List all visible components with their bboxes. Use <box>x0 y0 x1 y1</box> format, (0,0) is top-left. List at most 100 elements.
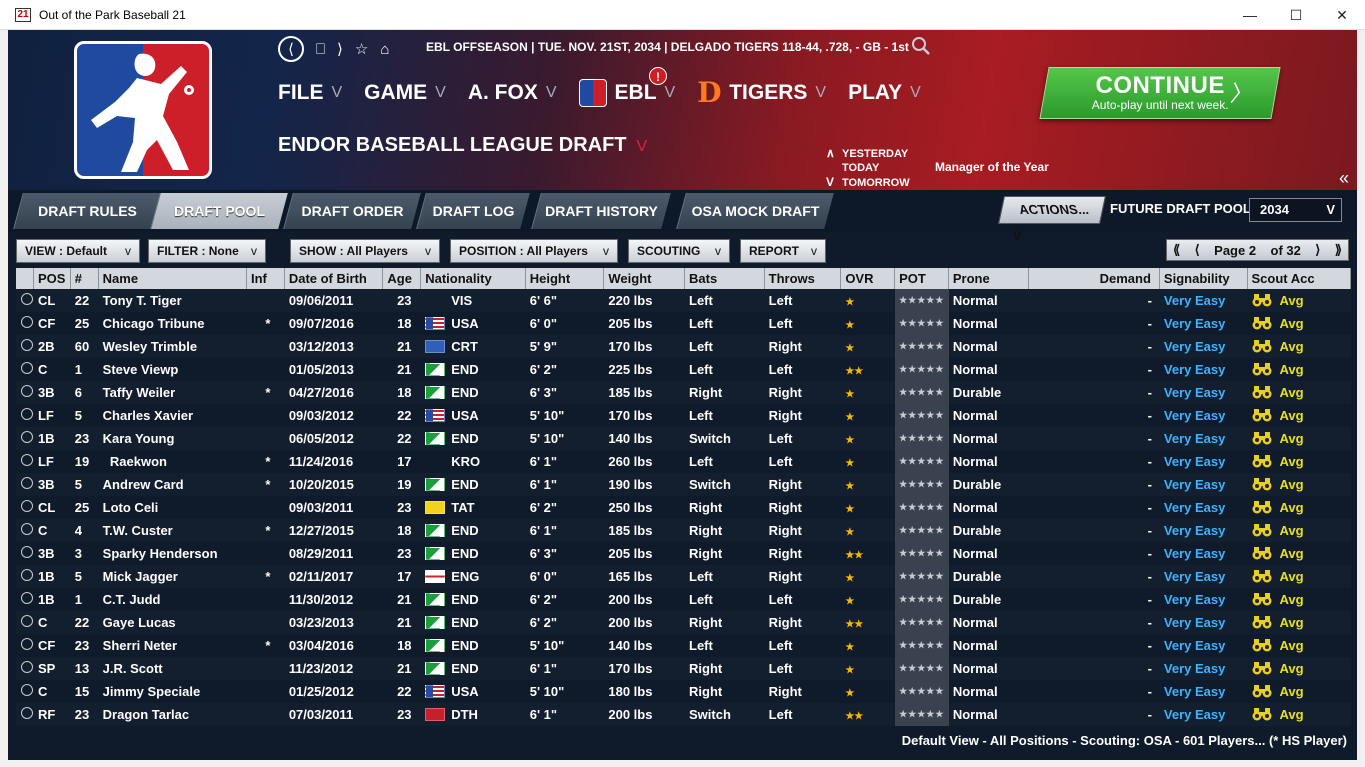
row-radio[interactable] <box>16 339 34 354</box>
row-radio[interactable] <box>16 477 34 492</box>
column-header-pos[interactable]: POS <box>34 268 71 289</box>
column-header-signability[interactable]: Signability <box>1160 268 1248 289</box>
row-radio[interactable] <box>16 684 34 699</box>
column-header--[interactable]: # <box>71 268 99 289</box>
cell-name[interactable]: Raekwon <box>102 454 167 469</box>
row-radio[interactable] <box>16 707 34 722</box>
row-radio[interactable] <box>16 546 34 561</box>
back-button[interactable]: ⟨ <box>278 36 304 62</box>
table-row[interactable]: LF 19 Raekwon * 11/24/2016 17 KRO 6' 1" 260 lbs… <box>16 450 1351 473</box>
binoculars-icon[interactable] <box>1252 569 1272 583</box>
table-row[interactable]: 2B 60 Wesley Trimble 03/12/2013 21 CRT 5' 9" 17… <box>16 335 1351 358</box>
binoculars-icon[interactable] <box>1252 431 1272 445</box>
menu-league[interactable]: EBL V <box>578 79 675 107</box>
cell-name[interactable]: C.T. Judd <box>102 592 161 607</box>
binoculars-icon[interactable] <box>1252 684 1272 698</box>
league-logo[interactable] <box>74 41 212 179</box>
view-dropdown[interactable]: VIEW : Default v <box>16 239 140 263</box>
first-page-button[interactable]: ⟪ <box>1173 242 1181 257</box>
cell-name[interactable]: Kara Young <box>102 431 175 446</box>
prev-page-button[interactable]: ⟨ <box>1194 242 1200 257</box>
cell-name[interactable]: Andrew Card <box>102 477 184 492</box>
future-draft-pool-select[interactable]: 2034 V <box>1249 198 1342 222</box>
binoculars-icon[interactable] <box>1252 638 1272 652</box>
tomorrow-button[interactable]: V TOMORROW <box>826 175 910 189</box>
today-button[interactable]: TODAY <box>842 162 880 174</box>
row-radio[interactable] <box>16 569 34 584</box>
binoculars-icon[interactable] <box>1252 661 1272 675</box>
cell-name[interactable]: Charles Xavier <box>102 408 194 423</box>
report-dropdown[interactable]: REPORT v <box>740 239 826 263</box>
binoculars-icon[interactable] <box>1252 339 1272 353</box>
column-header-demand[interactable]: Demand <box>1029 268 1160 289</box>
tab-draft-pool[interactable]: DRAFT POOL <box>150 193 288 229</box>
menu-play[interactable]: PLAY V <box>848 81 921 104</box>
position-dropdown[interactable]: POSITION : All Players v <box>450 239 618 263</box>
column-header-throws[interactable]: Throws <box>765 268 842 289</box>
column-header-scout-acc[interactable]: Scout Acc <box>1248 268 1352 289</box>
binoculars-icon[interactable] <box>1252 707 1272 721</box>
binoculars-icon[interactable] <box>1252 546 1272 560</box>
cell-name[interactable]: J.R. Scott <box>102 661 163 676</box>
page-title[interactable]: ENDOR BASEBALL LEAGUE DRAFT V <box>278 134 648 156</box>
table-row[interactable]: RF 23 Dragon Tarlac 07/03/2011 23 DTH 6' 1" 200… <box>16 703 1351 726</box>
table-row[interactable]: CF 23 Sherri Neter * 03/04/2016 18 END 5' 10" 14… <box>16 634 1351 657</box>
star-icon[interactable]: ☆ <box>354 41 369 58</box>
next-page-button[interactable]: ⟩ <box>1315 242 1321 257</box>
cell-name[interactable]: Taffy Weiler <box>102 385 176 400</box>
column-header-name[interactable]: Name <box>99 268 247 289</box>
row-radio[interactable] <box>16 592 34 607</box>
row-radio[interactable] <box>16 362 34 377</box>
column-header-age[interactable]: Age <box>383 268 422 289</box>
row-radio[interactable] <box>16 431 34 446</box>
column-header-pot[interactable]: POT <box>895 268 949 289</box>
continue-button[interactable]: CONTINUE Auto-play until next week. 〉 <box>1039 67 1281 119</box>
menu-manager[interactable]: A. FOX V <box>467 81 557 104</box>
table-row[interactable]: C 22 Gaye Lucas 03/23/2013 21 END 6' 2" 200 lbs… <box>16 611 1351 634</box>
row-radio[interactable] <box>16 293 34 308</box>
table-row[interactable]: 1B 23 Kara Young 06/05/2012 22 END 5' 10" 140 l… <box>16 427 1351 450</box>
scouting-dropdown[interactable]: SCOUTING v <box>628 239 730 263</box>
menu-team[interactable]: D TIGERS V <box>697 76 827 109</box>
table-row[interactable]: C 15 Jimmy Speciale 01/25/2012 22 USA 5' 10" 18… <box>16 680 1351 703</box>
actions-dropdown[interactable]: ACTIONS... V <box>998 196 1106 243</box>
binoculars-icon[interactable] <box>1252 385 1272 399</box>
table-row[interactable]: CF 25 Chicago Tribune * 09/07/2016 18 USA 6' 0"… <box>16 312 1351 335</box>
row-radio[interactable] <box>16 385 34 400</box>
binoculars-icon[interactable] <box>1252 362 1272 376</box>
collapse-icon[interactable]: « <box>1338 168 1349 188</box>
row-radio[interactable] <box>16 454 34 469</box>
menu-game[interactable]: GAME V <box>364 81 446 104</box>
search-icon[interactable] <box>910 35 932 57</box>
home-icon[interactable]: ⌂ <box>380 40 390 58</box>
row-radio[interactable] <box>16 316 34 331</box>
binoculars-icon[interactable] <box>1252 523 1272 537</box>
binoculars-icon[interactable] <box>1252 592 1272 606</box>
column-header-date-of-birth[interactable]: Date of Birth <box>285 268 384 289</box>
cell-name[interactable]: Jimmy Speciale <box>102 684 201 699</box>
binoculars-icon[interactable] <box>1252 316 1272 330</box>
tab-draft-log[interactable]: DRAFT LOG <box>416 193 530 229</box>
cell-name[interactable]: Dragon Tarlac <box>102 707 190 722</box>
column-header-weight[interactable]: Weight <box>604 268 686 289</box>
cell-name[interactable]: Wesley Trimble <box>102 339 198 354</box>
cell-name[interactable]: Steve Viewp <box>102 362 179 377</box>
tab-osa-mock-draft[interactable]: OSA MOCK DRAFT <box>676 193 834 229</box>
table-row[interactable]: CL 25 Loto Celi 09/03/2011 23 TAT 6' 2" 250 lbs… <box>16 496 1351 519</box>
forward-button[interactable]: ⟩ <box>337 41 343 58</box>
table-row[interactable]: 3B 3 Sparky Henderson 08/29/2011 23 END 6' 3" 2… <box>16 542 1351 565</box>
column-header-prone[interactable]: Prone <box>949 268 1030 289</box>
cell-name[interactable]: Loto Celi <box>102 500 159 515</box>
column-header-height[interactable]: Height <box>526 268 605 289</box>
column-header-nationality[interactable]: Nationality <box>421 268 526 289</box>
close-button[interactable]: ✕ <box>1336 6 1348 23</box>
binoculars-icon[interactable] <box>1252 615 1272 629</box>
binoculars-icon[interactable] <box>1252 454 1272 468</box>
cell-name[interactable]: Sparky Henderson <box>102 546 218 561</box>
maximize-button[interactable]: ☐ <box>1289 6 1303 23</box>
table-row[interactable]: 3B 5 Andrew Card * 10/20/2015 19 END 6' 1" 190 l… <box>16 473 1351 496</box>
row-radio[interactable] <box>16 661 34 676</box>
table-row[interactable]: 3B 6 Taffy Weiler * 04/27/2016 18 END 6' 3" 185 … <box>16 381 1351 404</box>
last-page-button[interactable]: ⟫ <box>1334 242 1342 257</box>
filter-dropdown[interactable]: FILTER : None v <box>148 239 266 263</box>
